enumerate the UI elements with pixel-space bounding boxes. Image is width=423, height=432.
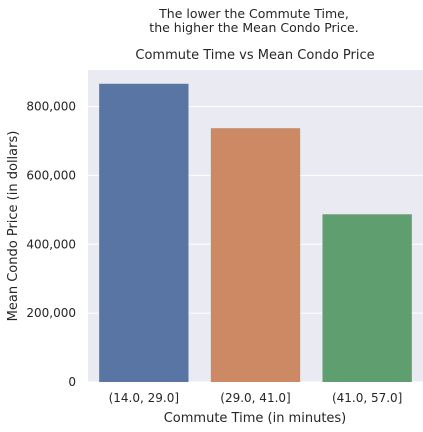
x-tick-label: (41.0, 57.0] xyxy=(332,391,402,405)
y-tick-label: 400,000 xyxy=(26,237,76,251)
bar-2 xyxy=(210,128,301,382)
y-tick-label: 200,000 xyxy=(26,306,76,320)
bar-1 xyxy=(99,83,189,382)
x-axis-label: Commute Time (in minutes) xyxy=(164,411,347,426)
suptitle-line-1: The lower the Commute Time, xyxy=(158,6,349,21)
y-tick-labels: 0 200,000 400,000 600,000 800,000 xyxy=(26,100,76,389)
bar-3 xyxy=(322,214,412,382)
y-axis-label: Mean Condo Price (in dollars) xyxy=(6,131,21,322)
suptitle-line-2: the higher the Mean Condo Price. xyxy=(149,20,358,35)
x-tick-labels: (14.0, 29.0] (29.0, 41.0] (41.0, 57.0] xyxy=(109,391,403,405)
x-tick-label: (14.0, 29.0] xyxy=(109,391,179,405)
x-tick-label: (29.0, 41.0] xyxy=(220,391,290,405)
y-tick-label: 0 xyxy=(68,375,76,389)
chart-title: Commute Time vs Mean Condo Price xyxy=(135,48,374,63)
chart-suptitle: The lower the Commute Time, the higher t… xyxy=(149,6,358,35)
bars xyxy=(99,83,412,382)
y-tick-label: 600,000 xyxy=(26,168,76,182)
y-tick-label: 800,000 xyxy=(26,100,76,114)
